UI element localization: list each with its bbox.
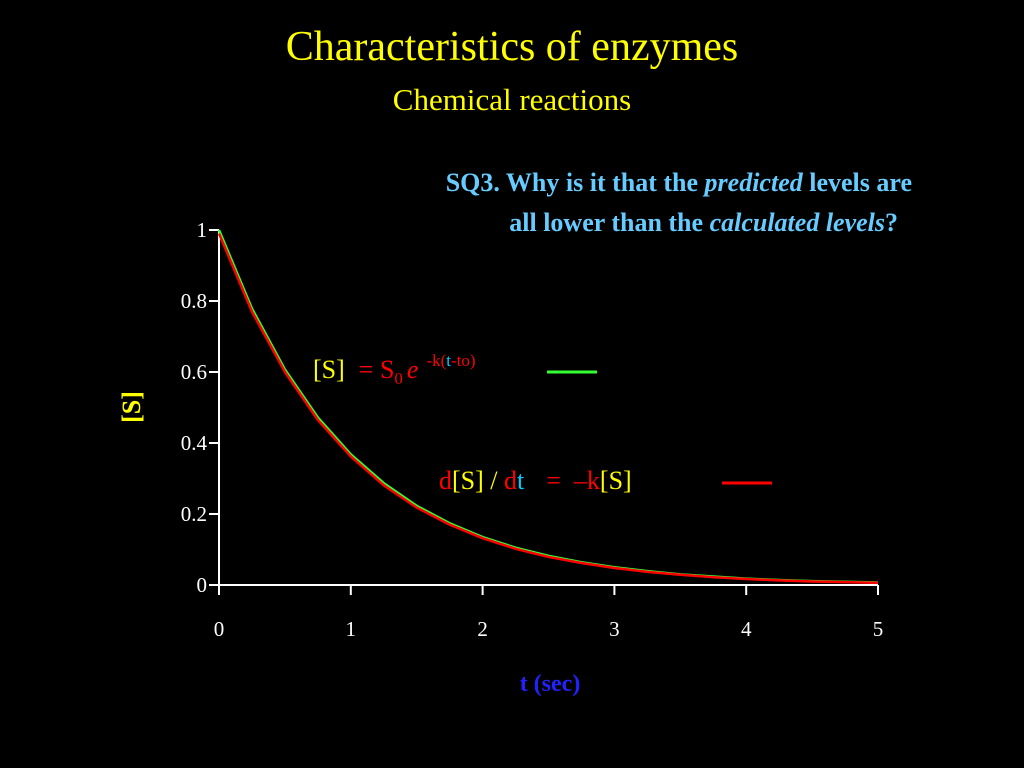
x-tick-label: 1 bbox=[346, 617, 357, 641]
y-tick-label: 0.4 bbox=[181, 431, 208, 455]
x-tick-label: 3 bbox=[609, 617, 620, 641]
eq-part: d bbox=[439, 466, 452, 495]
x-tick-label: 4 bbox=[741, 617, 752, 641]
y-tick-label: 0.6 bbox=[181, 360, 207, 384]
eq-part: [S] bbox=[313, 355, 345, 384]
series-line bbox=[217, 229, 879, 584]
question-emphasis: calculated levels bbox=[710, 208, 885, 237]
eq-part: t bbox=[446, 351, 451, 370]
eq-part: -to) bbox=[451, 351, 476, 370]
eq-part: [S] / bbox=[452, 466, 504, 495]
question-line: all lower than the calculated levels? bbox=[509, 208, 898, 237]
x-tick-label: 5 bbox=[873, 617, 884, 641]
x-axis-label: t (sec) bbox=[520, 671, 581, 697]
x-tick-label: 2 bbox=[477, 617, 488, 641]
eq-part: = S bbox=[359, 355, 395, 384]
subtitle: Chemical reactions bbox=[393, 82, 631, 117]
eq-part: = –k bbox=[546, 466, 600, 495]
eq-part: -k( bbox=[426, 351, 446, 370]
equation: d[S] / dt = –k[S] bbox=[439, 466, 632, 495]
eq-part: 0 bbox=[394, 369, 403, 388]
y-tick-label: 0.2 bbox=[181, 502, 207, 526]
eq-part: e bbox=[407, 355, 419, 384]
eq-part: d bbox=[504, 466, 517, 495]
x-tick-label: 0 bbox=[214, 617, 225, 641]
eq-part: t bbox=[517, 466, 525, 495]
y-tick-label: 0.8 bbox=[181, 289, 207, 313]
y-tick-label: 1 bbox=[197, 218, 208, 242]
question-line: SQ3. Why is it that the predicted levels… bbox=[446, 168, 912, 197]
question-text: all lower than the bbox=[509, 208, 709, 237]
equation: [S] = S0 e -k(t-to) bbox=[313, 351, 476, 388]
y-tick-label: 0 bbox=[197, 573, 208, 597]
y-axis-label: [S] bbox=[117, 391, 146, 423]
eq-part: [S] bbox=[600, 466, 632, 495]
question-emphasis: predicted bbox=[703, 168, 804, 197]
question-text: ? bbox=[885, 208, 898, 237]
question-text: levels are bbox=[803, 168, 912, 197]
series-line bbox=[217, 233, 879, 585]
question-text: SQ3. Why is it that the bbox=[446, 168, 705, 197]
title: Characteristics of enzymes bbox=[286, 24, 738, 70]
